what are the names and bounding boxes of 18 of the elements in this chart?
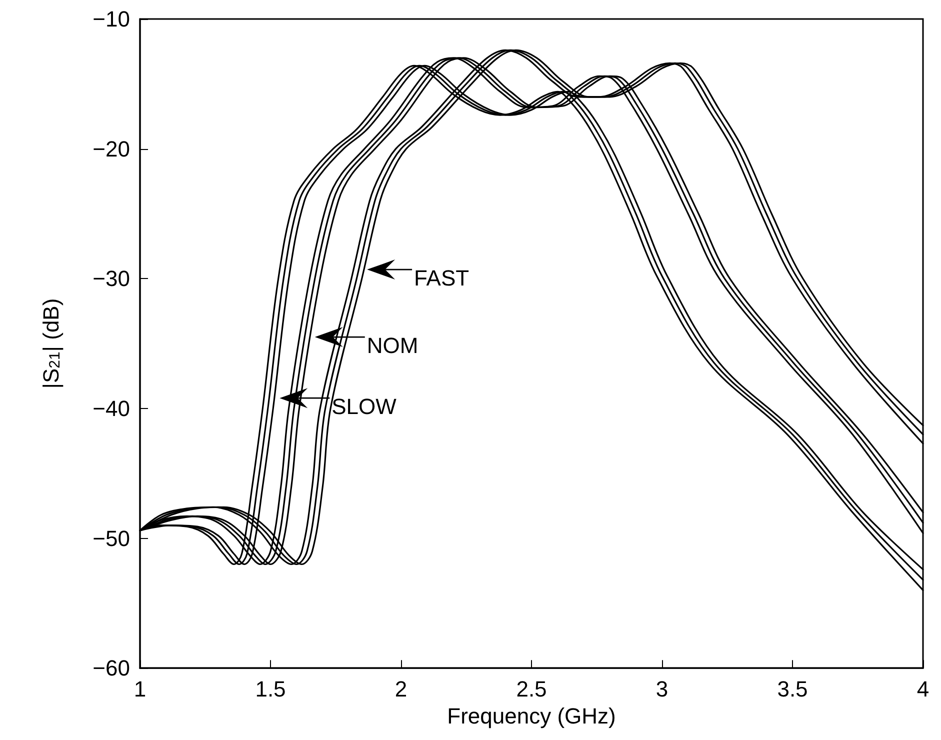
x-tick-label: 3.5 [777,676,808,702]
x-tick-label: 1 [134,676,146,702]
x-axis-title: Frequency (GHz) [447,704,616,728]
y-tick-label: −50 [92,526,130,551]
y-tick-label: −30 [92,266,130,292]
annotation: SLOW [332,394,397,420]
x-tick-label: 3 [656,676,668,702]
x-tick-label: 2.5 [516,676,547,702]
annotation: FAST [414,266,470,291]
y-tick-label: −10 [92,6,130,32]
y-axis-title: |S21| (dB) [38,298,64,389]
y-tick-label: −60 [92,656,130,681]
x-tick-label: 2 [394,676,408,702]
annotation: NOM [366,333,418,358]
y-tick-label: −20 [92,136,130,162]
x-tick-label: 4 [916,676,930,702]
y-tick-label: −40 [92,396,130,421]
x-tick-label: 1.5 [255,676,286,702]
